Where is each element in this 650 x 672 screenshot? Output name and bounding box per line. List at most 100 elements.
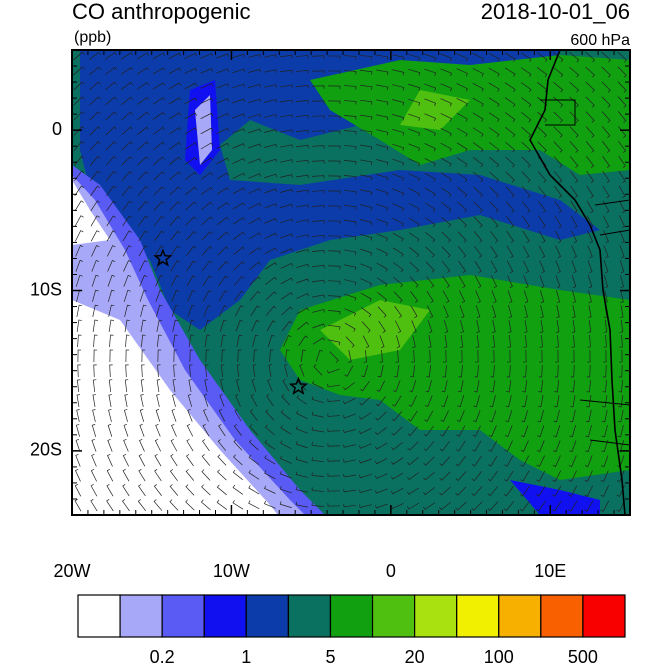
wind-barb <box>74 499 82 512</box>
wind-barb <box>392 143 405 151</box>
wind-barb <box>155 275 164 287</box>
wind-barb <box>491 290 497 304</box>
wind-barb <box>107 274 115 287</box>
wind-barb <box>410 365 416 378</box>
wind-barb <box>329 351 339 363</box>
wind-barb <box>327 205 341 210</box>
wind-barb <box>280 262 294 269</box>
wind-barb <box>120 81 133 90</box>
wind-barb <box>248 128 261 134</box>
wind-barb <box>172 379 177 392</box>
wind-barb <box>217 469 227 481</box>
wind-barb <box>521 171 531 183</box>
wind-barb <box>327 265 341 270</box>
wind-barb <box>168 112 181 120</box>
wind-barb <box>107 260 116 272</box>
wind-barb <box>488 127 500 138</box>
wind-barb <box>203 304 212 317</box>
wind-barb <box>423 471 435 481</box>
wind-barb <box>358 427 372 435</box>
wind-barb <box>93 364 97 378</box>
field-region <box>510 480 600 515</box>
wind-barb <box>168 82 182 90</box>
wind-barb <box>169 156 181 165</box>
wind-barb <box>201 231 213 241</box>
wind-barb <box>311 235 325 239</box>
wind-barb <box>106 230 116 242</box>
wind-barb <box>187 290 196 302</box>
wind-barb <box>490 380 496 393</box>
wind-barb <box>537 186 547 198</box>
wind-barb <box>107 245 116 257</box>
wind-barb <box>375 411 387 421</box>
wind-barb <box>120 67 133 75</box>
wind-barb <box>138 245 148 257</box>
wind-barb <box>505 395 512 408</box>
wind-barb <box>280 425 292 435</box>
wind-barb <box>472 440 482 452</box>
wind-barb <box>108 304 115 317</box>
wind-barb <box>232 500 244 510</box>
wind-barb <box>360 69 373 75</box>
wind-barb <box>506 245 514 258</box>
wind-barb <box>189 349 194 363</box>
wind-barb <box>295 425 308 434</box>
wind-barb <box>539 260 545 274</box>
wind-barb <box>522 215 530 228</box>
wind-barb <box>232 484 244 495</box>
wind-barb <box>539 320 544 333</box>
wind-barb <box>216 499 228 510</box>
wind-barb <box>490 231 499 243</box>
wind-barb <box>171 423 177 437</box>
wind-barb <box>91 424 97 437</box>
wind-barb <box>327 398 341 402</box>
wind-barb <box>121 141 133 151</box>
wind-barb <box>139 275 148 287</box>
wind-barb <box>266 394 274 407</box>
wind-barb <box>588 290 592 303</box>
wind-barb <box>522 230 530 243</box>
wind-barb <box>327 100 341 105</box>
wind-barb <box>376 174 389 181</box>
wind-barb <box>156 304 163 317</box>
wind-barb <box>409 247 420 258</box>
wind-barb <box>553 395 560 408</box>
wind-barb <box>311 205 325 209</box>
wind-barb <box>217 439 227 451</box>
wind-barb <box>537 126 547 138</box>
wind-barb <box>216 127 230 134</box>
wind-barb <box>588 305 592 318</box>
wind-barb <box>296 219 309 223</box>
wind-barb <box>204 379 208 392</box>
wind-barb <box>218 290 228 302</box>
wind-barb <box>343 160 357 165</box>
wind-barb <box>232 143 246 149</box>
wind-barb <box>264 99 277 103</box>
wind-barb <box>586 200 594 213</box>
wind-barb <box>471 486 483 496</box>
wind-barb <box>376 114 389 121</box>
wind-barb <box>219 393 225 407</box>
wind-barb <box>507 290 513 303</box>
wind-barb <box>570 185 578 198</box>
colorbar-box <box>203 594 247 638</box>
wind-barb <box>265 305 277 316</box>
colorbar-box <box>456 594 500 638</box>
wind-barb <box>409 276 419 288</box>
wind-barb <box>374 488 388 494</box>
wind-barb <box>105 81 117 91</box>
wind-barb <box>555 245 562 259</box>
wind-barb <box>456 410 465 422</box>
colorbar-box <box>540 594 584 638</box>
wind-barb <box>441 216 452 228</box>
wind-barb <box>122 484 130 497</box>
wind-barb <box>537 395 544 408</box>
colorbar-box <box>77 594 121 638</box>
wind-barb <box>123 260 132 272</box>
wind-barb <box>425 246 435 258</box>
wind-barb <box>234 409 242 422</box>
wind-barb <box>555 260 561 274</box>
wind-barb <box>200 157 213 165</box>
wind-barb <box>536 455 545 467</box>
wind-barb <box>472 112 484 122</box>
